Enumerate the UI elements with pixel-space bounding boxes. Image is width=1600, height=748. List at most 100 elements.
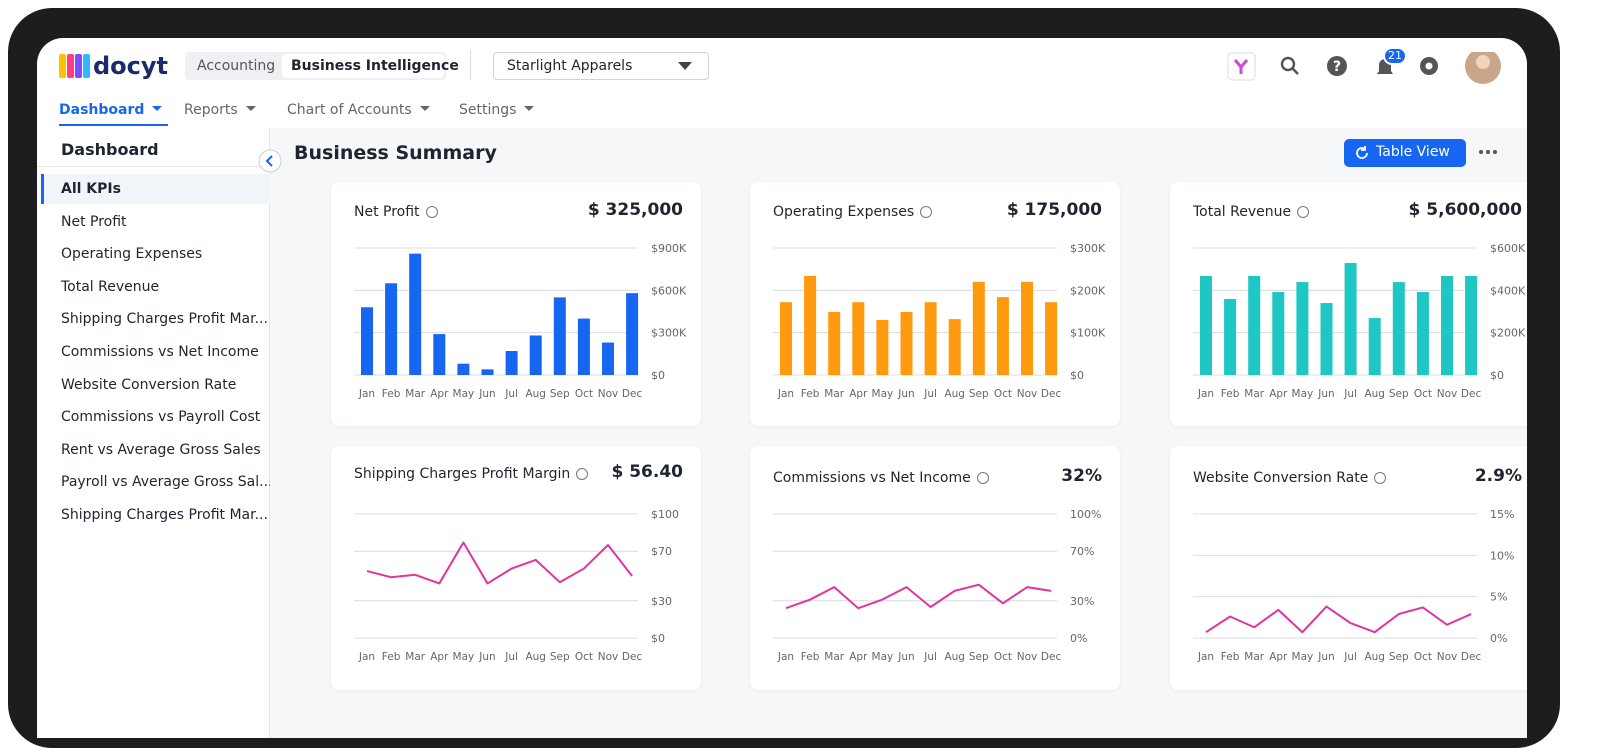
x-tick-label: Feb <box>1221 388 1240 400</box>
bar <box>780 302 792 375</box>
nav-caret <box>246 106 256 116</box>
bar <box>900 311 913 375</box>
x-tick-label: Aug <box>944 651 965 663</box>
x-tick-label: Oct <box>575 388 593 400</box>
x-tick-label: Dec <box>1041 388 1062 400</box>
collapse-button[interactable] <box>257 148 283 174</box>
sidebar-item[interactable]: Operating Expenses <box>61 246 203 263</box>
business-select[interactable] <box>493 52 709 80</box>
x-tick-label: Feb <box>801 388 820 400</box>
y-tick-label: $900K <box>651 242 687 255</box>
sidebar-item[interactable]: Total Revenue <box>61 278 160 295</box>
nav-item[interactable]: Dashboard <box>59 102 145 118</box>
svg-text:?: ? <box>1333 59 1341 75</box>
sidebar-item[interactable]: Shipping Charges Profit Mar... <box>61 311 268 328</box>
x-tick-label: Aug <box>525 651 546 663</box>
help-icon <box>1297 206 1309 218</box>
x-tick-label: May <box>872 388 894 400</box>
bar <box>553 297 566 375</box>
bar <box>505 351 518 375</box>
nav-item[interactable]: Reports <box>184 102 238 118</box>
nav-caret <box>524 106 534 116</box>
card-title: Shipping Charges Profit Margin <box>354 466 571 482</box>
x-tick-label: Sep <box>1389 388 1409 400</box>
sidebar-item[interactable]: Website Conversion Rate <box>61 376 237 393</box>
x-tick-label: Oct <box>1414 388 1432 400</box>
x-tick-label: Feb <box>801 651 820 663</box>
sidebar-item[interactable]: All KPIs <box>61 181 121 197</box>
x-tick-label: Dec <box>622 651 643 663</box>
bar <box>948 319 961 375</box>
sidebar-item[interactable]: Payroll vs Average Gross Sal... <box>61 474 273 491</box>
x-tick-label: Jan <box>1197 651 1214 663</box>
bar <box>1344 263 1357 375</box>
y-tick-label: $600K <box>651 284 687 297</box>
sidebar-item[interactable]: Rent vs Average Gross Sales <box>61 441 261 458</box>
help-icon <box>426 206 438 218</box>
x-tick-label: Jun <box>1317 651 1334 663</box>
bar <box>529 335 542 375</box>
badge-count: 21 <box>1388 49 1402 62</box>
table-view-button[interactable] <box>1344 139 1466 167</box>
more-menu[interactable] <box>1478 148 1500 156</box>
x-tick-label: Aug <box>1364 388 1385 400</box>
kpi-card[interactable]: Commissions vs Net Income 32% 0% 30% 70% 100%… <box>750 446 1120 690</box>
kpi-card[interactable]: Total Revenue $ 5,600,000 $0 $200K $400K $600… <box>1170 182 1527 426</box>
bar <box>1465 275 1478 375</box>
card-title: Commissions vs Net Income <box>773 470 971 486</box>
sidebar-item[interactable]: Commissions vs Payroll Cost <box>61 409 261 426</box>
x-tick-label: May <box>453 651 475 663</box>
x-tick-label: Sep <box>1389 651 1409 663</box>
y-tick-label: $0 <box>651 369 665 382</box>
kpi-card[interactable]: Shipping Charges Profit Margin $ 56.40 $0 $… <box>331 446 701 690</box>
x-tick-label: Oct <box>994 651 1012 663</box>
x-tick-label: Apr <box>430 651 449 663</box>
sidebar-item[interactable]: Shipping Charges Profit Mar... <box>61 507 268 523</box>
kpi-card[interactable]: Net Profit $ 325,000 $0 $300K $600K $900K Jan F… <box>331 182 701 426</box>
nav-item[interactable]: Settings <box>459 102 517 118</box>
page: docyt Accounting Business Intelligence S… <box>8 8 1560 748</box>
line <box>785 583 1052 610</box>
bar <box>1045 302 1058 375</box>
bar <box>1248 275 1261 375</box>
y-tick-label: $70 <box>651 545 672 558</box>
nav-item[interactable]: Chart of Accounts <box>287 102 412 118</box>
tab-active[interactable]: Business Intelligence <box>291 58 459 74</box>
sidebar-item[interactable]: Net Profit <box>61 213 127 230</box>
x-tick-label: Jan <box>777 651 794 663</box>
chart: $0 $30 $70 $100 Jan Feb Mar Apr May Jun Jul Aug Sep O… <box>354 508 679 663</box>
x-tick-label: Dec <box>1461 388 1482 400</box>
x-tick-label: Nov <box>1017 388 1038 400</box>
x-tick-label: Nov <box>598 651 619 663</box>
x-tick-label: Mar <box>1244 388 1264 400</box>
x-tick-label: Apr <box>430 388 449 400</box>
y-tick-label: 0% <box>1490 632 1507 645</box>
chart: $0 $300K $600K $900K Jan Feb Mar Apr May Jun Jul Au… <box>354 242 687 400</box>
x-tick-label: Jun <box>478 388 495 400</box>
x-tick-label: Feb <box>1221 651 1240 663</box>
x-tick-label: Mar <box>824 388 844 400</box>
x-tick-label: Jul <box>923 388 937 400</box>
bar <box>385 283 398 375</box>
tab[interactable]: Accounting <box>197 58 276 74</box>
x-tick-label: Sep <box>969 651 989 663</box>
help-icon <box>977 472 989 484</box>
badge <box>1383 47 1407 65</box>
y-tick-label: 70% <box>1070 545 1094 558</box>
sidebar-item[interactable]: Commissions vs Net Income <box>61 344 259 360</box>
x-tick-label: Sep <box>550 651 570 663</box>
card-value: $ 325,000 <box>587 200 683 220</box>
bar <box>481 369 494 375</box>
refresh-icon <box>1356 146 1368 159</box>
card-value: $ 5,600,000 <box>1408 200 1522 220</box>
kpi-card[interactable]: Website Conversion Rate 2.9% 0% 5% 10% 15% Jan… <box>1170 446 1527 690</box>
dropdown-caret <box>678 62 692 70</box>
x-tick-label: Apr <box>849 388 868 400</box>
bar <box>577 318 590 375</box>
nav-caret <box>420 106 430 116</box>
x-tick-label: Dec <box>622 388 643 400</box>
x-tick-label: Jun <box>478 651 495 663</box>
kpi-card[interactable]: Operating Expenses $ 175,000 $0 $100K $200K $… <box>750 182 1120 426</box>
line <box>1205 605 1472 634</box>
y-tick-label: $30 <box>651 595 672 608</box>
